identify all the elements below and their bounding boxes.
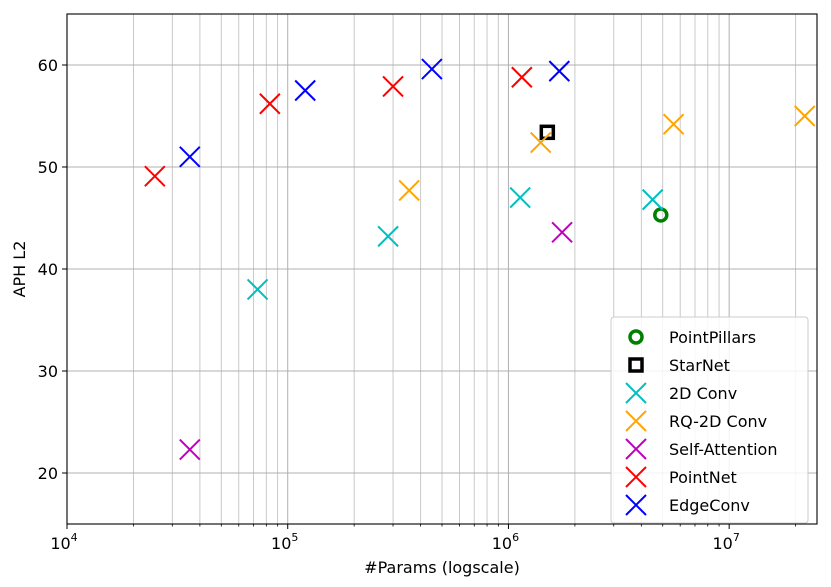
point-rq-2d-conv: [398, 179, 420, 202]
x-tick-exponent: 4: [71, 531, 78, 544]
point-2d-conv: [509, 186, 531, 209]
x-tick-base: 10: [492, 534, 512, 553]
x-tick-label: 104: [50, 531, 77, 553]
point-pointnet: [382, 75, 404, 98]
point-self-attention: [551, 221, 573, 243]
marker-stroke: [377, 225, 399, 248]
marker-stroke: [179, 146, 201, 168]
legend-label-pointpillars: PointPillars: [669, 328, 756, 347]
legend-marker-2d-conv: [625, 382, 647, 404]
x-tick-exponent: 5: [291, 531, 298, 544]
point-rq-2d-conv: [662, 113, 685, 135]
y-tick-label: 20: [38, 464, 58, 483]
marker-stroke: [794, 105, 816, 127]
legend-box: [610, 316, 809, 524]
legend-marker-rq-2d-conv: [625, 410, 647, 432]
marker-stroke: [625, 382, 647, 404]
x-axis-label: #Params (logscale): [364, 558, 520, 577]
legend-marker-pointnet: [625, 466, 647, 488]
marker-stroke: [398, 179, 420, 202]
legend: PointPillars StarNet 2D Conv RQ-2D Conv Self…: [610, 316, 809, 524]
marker-stroke: [511, 66, 533, 88]
marker-stroke: [625, 438, 647, 460]
y-tick-label: 60: [38, 56, 58, 75]
y-axis-label: APH L2: [10, 241, 29, 298]
marker-stroke: [625, 494, 647, 516]
x-tick-label: 106: [492, 531, 519, 553]
point-rq-2d-conv: [529, 131, 552, 154]
tick-marks: [62, 64, 797, 529]
point-edgeconv: [548, 60, 571, 82]
legend-marker-pointpillars: [628, 329, 644, 345]
marker-stroke: [551, 221, 573, 243]
marker-stroke: [662, 113, 685, 135]
y-tick-label: 30: [38, 362, 58, 381]
y-tick-label: 40: [38, 260, 58, 279]
point-pointnet: [144, 165, 166, 187]
point-edgeconv: [294, 79, 316, 102]
legend-label-self-attention: Self-Attention: [669, 440, 777, 459]
marker-stroke: [548, 60, 571, 82]
point-2d-conv: [377, 225, 399, 248]
legend-marker-edgeconv: [625, 494, 647, 516]
marker-stroke: [625, 466, 647, 488]
marker-stroke: [625, 410, 647, 432]
legend-label-2d-conv: 2D Conv: [669, 384, 737, 403]
data-points: [144, 58, 816, 461]
point-edgeconv: [179, 146, 201, 168]
point-2d-conv: [641, 188, 664, 211]
point-edgeconv: [421, 58, 443, 80]
point-2d-conv: [246, 278, 269, 301]
x-tick-label: 107: [712, 531, 739, 553]
legend-marker-self-attention: [625, 438, 647, 460]
legend-label-rq-2d-conv: RQ-2D Conv: [669, 412, 767, 431]
marker-stroke: [144, 165, 166, 187]
x-tick-base: 10: [712, 534, 732, 553]
legend-marker-starnet: [628, 357, 644, 373]
marker-stroke: [421, 58, 443, 80]
point-pointnet: [259, 93, 281, 115]
marker-stroke: [382, 75, 404, 98]
marker-stroke: [294, 79, 316, 102]
x-tick-base: 10: [50, 534, 70, 553]
point-pointpillars: [653, 207, 669, 223]
legend-label-starnet: StarNet: [669, 356, 730, 375]
point-pointnet: [511, 66, 533, 88]
x-tick-label: 105: [271, 531, 298, 553]
x-tick-exponent: 7: [733, 531, 740, 544]
marker-stroke: [509, 186, 531, 209]
point-self-attention: [179, 438, 201, 461]
marker-stroke: [179, 438, 201, 461]
marker-stroke: [246, 278, 269, 301]
marker-stroke: [529, 131, 552, 154]
point-rq-2d-conv: [794, 105, 816, 127]
point-starnet: [539, 124, 556, 141]
marker-stroke: [259, 93, 281, 115]
x-tick-exponent: 6: [512, 531, 519, 544]
x-tick-base: 10: [271, 534, 291, 553]
marker-stroke: [641, 188, 664, 211]
y-tick-label: 50: [38, 158, 58, 177]
legend-label-pointnet: PointNet: [669, 468, 737, 487]
legend-label-edgeconv: EdgeConv: [669, 496, 750, 515]
